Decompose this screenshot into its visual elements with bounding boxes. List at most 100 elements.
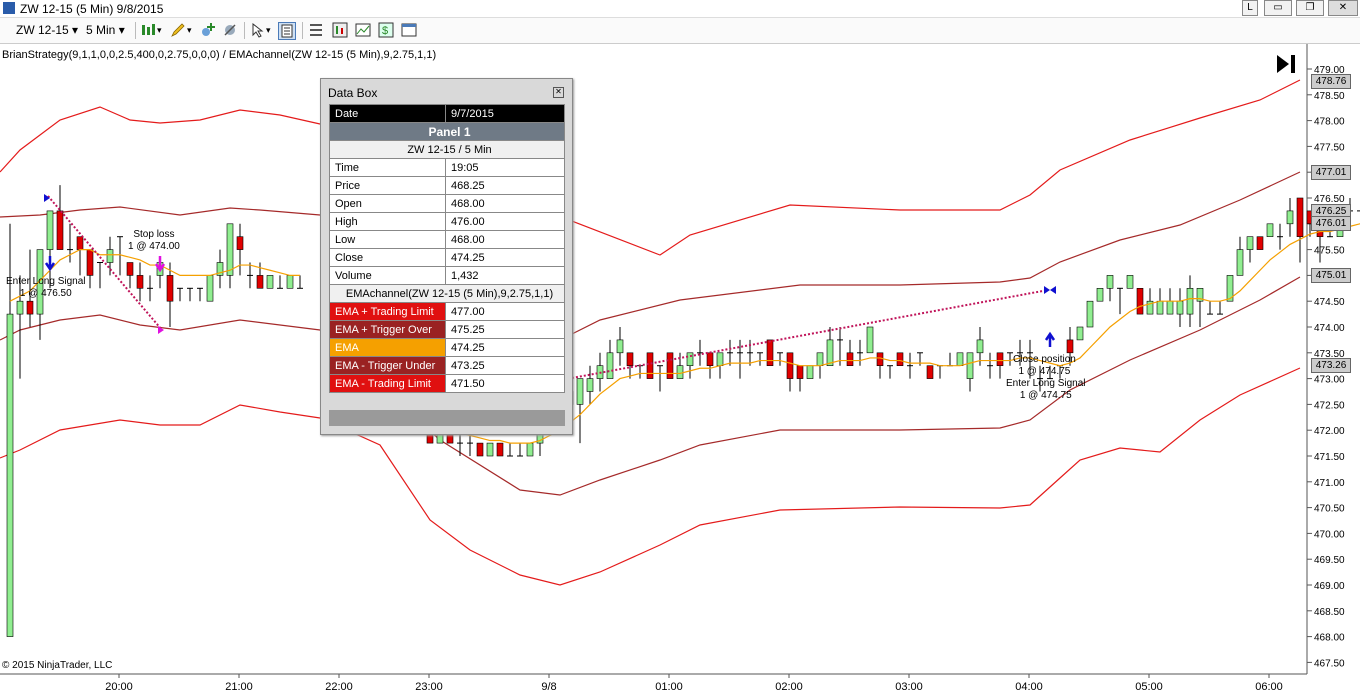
- candle-up: [806, 365, 814, 379]
- candle-up: [1236, 249, 1244, 276]
- candle-down: [256, 275, 264, 289]
- row-label: High: [329, 212, 446, 231]
- close-button[interactable]: ✕: [1328, 0, 1358, 16]
- time-tick-label: 22:00: [325, 681, 353, 693]
- instrument-selector[interactable]: ZW 12-15 ▾: [16, 23, 79, 37]
- enter-long-annotation: Enter Long Signal 1 @ 474.75: [1006, 378, 1086, 401]
- row-label: Low: [329, 230, 446, 249]
- price-marker-tag: 476.01: [1311, 216, 1351, 232]
- chevron-down-icon[interactable]: ▾: [266, 25, 271, 35]
- candle-up: [686, 352, 694, 366]
- candle-up: [606, 352, 614, 379]
- candle-up: [676, 365, 684, 379]
- price-tick-label: 469.50: [1314, 555, 1345, 566]
- price-tick-label: 470.50: [1314, 504, 1345, 515]
- indicator-row-label: EMA + Trigger Over: [329, 320, 446, 339]
- chart-snapshot-icon[interactable]: [355, 22, 371, 38]
- price-tick-label: 478.50: [1314, 91, 1345, 102]
- candle-down: [706, 352, 714, 366]
- instrument-label: ZW 12-15 / 5 Min: [329, 140, 565, 159]
- panel-header: Panel 1: [329, 122, 565, 141]
- indicator-row-label: EMA + Trading Limit: [329, 302, 446, 321]
- row-label: Volume: [329, 266, 446, 285]
- price-tick-label: 474.50: [1314, 297, 1345, 308]
- price-tick-label: 469.00: [1314, 581, 1345, 592]
- chart-trader-icon[interactable]: [332, 22, 348, 38]
- candle-up: [1156, 300, 1164, 315]
- data-box-table: Date 9/7/2015 Panel 1 ZW 12-15 / 5 Min T…: [329, 104, 565, 393]
- data-box-window[interactable]: Data Box ✕ Date 9/7/2015 Panel 1 ZW 12-1…: [320, 78, 573, 435]
- bar-style-icon[interactable]: [140, 22, 156, 38]
- candle-up: [216, 262, 224, 276]
- candle-down: [26, 300, 34, 315]
- date-row: Date 9/7/2015: [329, 104, 565, 123]
- candle-down: [1296, 197, 1304, 238]
- pencil-icon[interactable]: [170, 22, 186, 38]
- window-icon[interactable]: [401, 22, 417, 38]
- price-tick-label: 472.50: [1314, 400, 1345, 411]
- strategy-icon[interactable]: [222, 22, 238, 38]
- row-value: 468.00: [445, 230, 565, 249]
- row-value: 19:05: [445, 158, 565, 177]
- table-row: Price 468.25: [329, 176, 565, 195]
- price-tick-label: 467.50: [1314, 658, 1345, 669]
- price-tick-label: 473.50: [1314, 349, 1345, 360]
- indicator-row: EMA 474.25: [329, 338, 565, 357]
- table-row: Open 468.00: [329, 194, 565, 213]
- chart-toolbar: ZW 12-15 ▾ 5 Min ▾ ▾ ▾ ▾ $: [0, 18, 1360, 44]
- price-chart[interactable]: 479.00 478.50 478.00 477.50 477.00 476.50 476.…: [0, 44, 1360, 700]
- link-button[interactable]: L: [1242, 0, 1258, 16]
- minimize-button[interactable]: ▭: [1264, 0, 1292, 16]
- scroll-to-end-icon[interactable]: [1272, 52, 1300, 76]
- close-icon[interactable]: ✕: [553, 87, 564, 98]
- candle-up: [816, 352, 824, 366]
- instrument-header: ZW 12-15 / 5 Min: [329, 140, 565, 159]
- stop-loss-arrow-icon: [154, 256, 166, 273]
- candle-down: [496, 442, 504, 457]
- candle-down: [86, 249, 94, 276]
- candle-up: [46, 210, 54, 250]
- candle-down: [1136, 288, 1144, 315]
- row-value: 1,432: [445, 266, 565, 285]
- candle-down: [476, 442, 484, 457]
- table-row: Close 474.25: [329, 248, 565, 267]
- candle-up: [1086, 300, 1094, 328]
- candle-up: [1226, 275, 1234, 302]
- price-tick-label: 479.00: [1314, 65, 1345, 76]
- data-box-icon[interactable]: [278, 22, 296, 40]
- row-label: Price: [329, 176, 446, 195]
- row-label: Close: [329, 248, 446, 267]
- candle-up: [1186, 288, 1194, 315]
- candle-up: [1266, 223, 1274, 238]
- trade-line: [571, 289, 1049, 379]
- indicator-header: EMAchannel(ZW 12-15 (5 Min),9,2.75,1,1): [329, 284, 565, 303]
- candle-down: [136, 275, 144, 289]
- add-indicator-icon[interactable]: [200, 22, 216, 38]
- candle-up: [1146, 300, 1154, 315]
- candle-up: [1196, 288, 1204, 302]
- cursor-icon[interactable]: [250, 22, 266, 38]
- price-tick-label: 473.00: [1314, 375, 1345, 386]
- time-tick-label: 02:00: [775, 681, 803, 693]
- long-entry-arrow-icon: [1044, 331, 1056, 347]
- window-titlebar: ZW 12-15 (5 Min) 9/8/2015 L ▭ ❐ ✕: [0, 0, 1360, 18]
- dollar-icon[interactable]: $: [378, 22, 394, 38]
- interval-selector[interactable]: 5 Min ▾: [86, 23, 125, 37]
- table-row: Volume 1,432: [329, 266, 565, 285]
- candle-down: [1256, 236, 1264, 250]
- candle-up: [576, 378, 584, 405]
- close-position-annotation: Close position 1 @ 474.75: [1013, 354, 1076, 377]
- chevron-down-icon[interactable]: ▾: [187, 25, 192, 35]
- candle-down: [666, 352, 674, 379]
- candle-down: [76, 236, 84, 250]
- candle-up: [1286, 210, 1294, 225]
- chevron-down-icon[interactable]: ▾: [157, 25, 162, 35]
- restore-button[interactable]: ❐: [1296, 0, 1324, 16]
- properties-icon[interactable]: [308, 22, 324, 38]
- panel-label: Panel 1: [329, 122, 565, 141]
- indicator-label: EMAchannel(ZW 12-15 (5 Min),9,2.75,1,1): [329, 284, 565, 303]
- candle-down: [996, 352, 1004, 366]
- app-icon: [3, 2, 15, 14]
- row-value: 474.25: [445, 248, 565, 267]
- row-value: 468.25: [445, 176, 565, 195]
